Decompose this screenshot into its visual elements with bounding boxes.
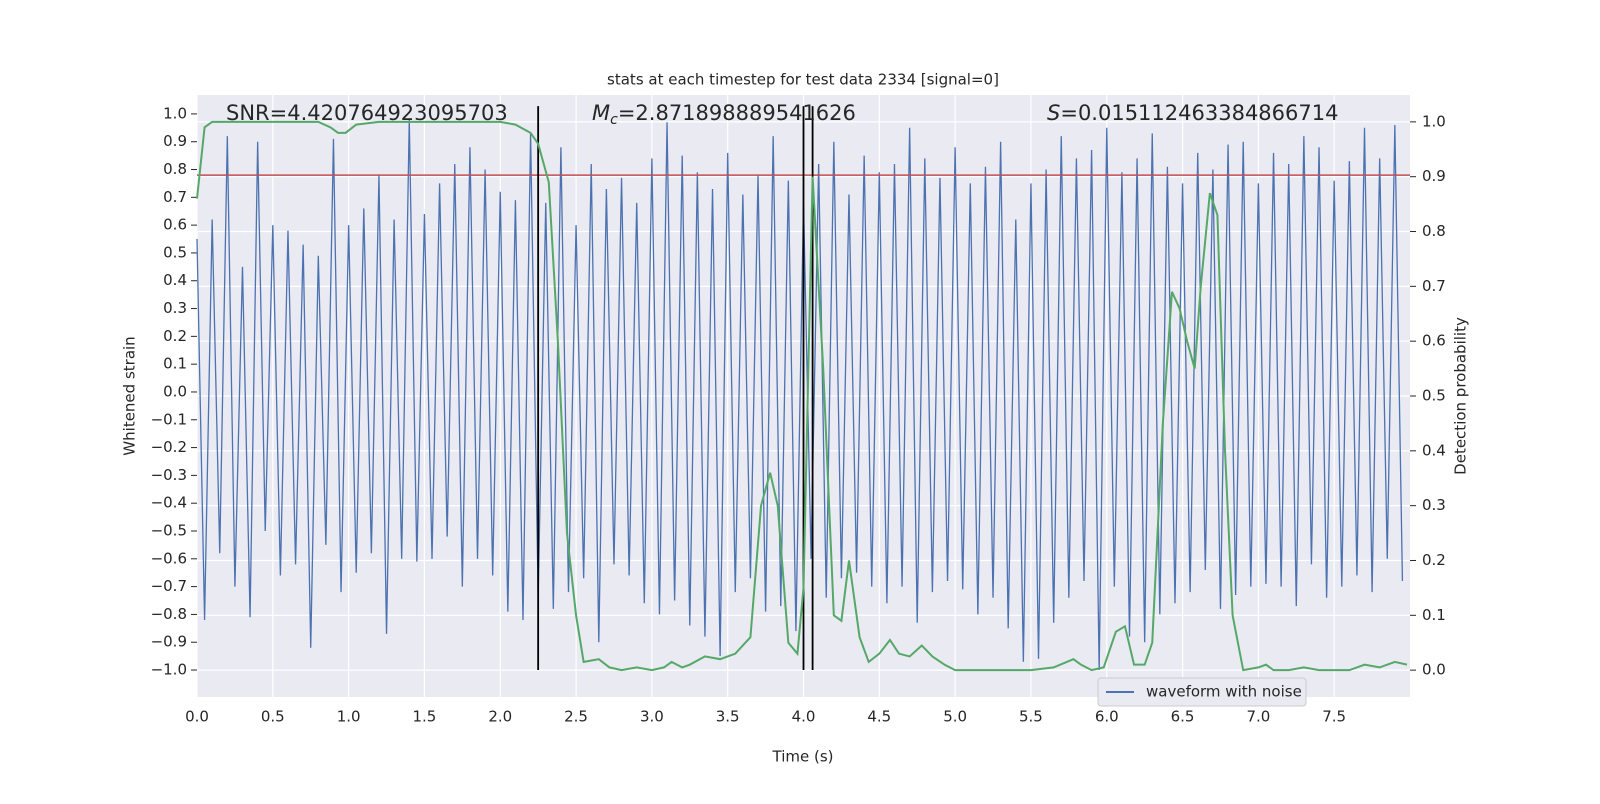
y2-tick-label: 0.0: [1422, 661, 1446, 679]
y-tick-label: 0.1: [163, 355, 187, 373]
x-tick-label: 5.5: [1019, 708, 1043, 726]
y-tick-label: −0.4: [151, 494, 187, 512]
y2-tick-label: 1.0: [1422, 112, 1446, 130]
y2-tick-label: 0.4: [1422, 441, 1446, 459]
x-tick-label: 0.0: [185, 708, 209, 726]
y2-tick-label: 0.2: [1422, 551, 1446, 569]
y2-tick-label: 0.9: [1422, 167, 1446, 185]
legend-box: [1097, 677, 1307, 707]
y2-tick-label: 0.5: [1422, 387, 1446, 405]
chart-title: stats at each timestep for test data 233…: [607, 71, 999, 89]
y-tick-label: −0.2: [151, 438, 187, 456]
waveform-line: [196, 119, 1404, 671]
y-tick-label: −0.7: [151, 577, 187, 595]
y-tick-label: 0.9: [163, 132, 187, 150]
y-tick-label: 0.2: [163, 327, 187, 345]
x-axis-label: Time (s): [772, 748, 834, 766]
annotation-value: =2.871898889541626: [618, 101, 856, 125]
y-tick-label: −0.6: [151, 549, 187, 567]
x-tick-label: 4.5: [867, 708, 891, 726]
x-tick-label: 5.0: [943, 708, 967, 726]
y-tick-label: 0.4: [163, 271, 187, 289]
y-tick-label: 0.7: [163, 188, 187, 206]
x-tick-label: 1.5: [413, 708, 437, 726]
x-tick-label: 3.5: [716, 708, 740, 726]
annotation-symbol: S: [1047, 101, 1060, 125]
x-tick-label: 6.5: [1171, 708, 1195, 726]
y2-tick-label: 0.6: [1422, 332, 1446, 350]
x-tick-label: 3.0: [640, 708, 664, 726]
y2-tick-label: 0.3: [1422, 496, 1446, 514]
x-tick-label: 7.5: [1322, 708, 1346, 726]
annotation: S=0.015112463384866714: [1047, 101, 1338, 125]
y-tick-label: −0.1: [151, 410, 187, 428]
y2-tick-label: 0.7: [1422, 277, 1446, 295]
x-tick-label: 1.0: [337, 708, 361, 726]
y-tick-label: 0.8: [163, 160, 187, 178]
y-tick-label: 0.5: [163, 243, 187, 261]
x-tick-label: 4.0: [792, 708, 816, 726]
annotation-value: =4.420764923095703: [270, 101, 508, 125]
annotation-symbol: SNR: [226, 101, 270, 125]
annotation-symbol: M: [592, 101, 610, 125]
y-tick-label: −0.3: [151, 466, 187, 484]
y-tick-label: 0.0: [163, 382, 187, 400]
y-tick-label: 0.3: [163, 299, 187, 317]
y-tick-label: −1.0: [151, 661, 187, 679]
legend-label: waveform with noise: [1146, 683, 1302, 701]
y2-tick-label: 0.1: [1422, 606, 1446, 624]
annotation: SNR=4.420764923095703: [226, 101, 508, 125]
x-tick-label: 0.5: [261, 708, 285, 726]
annotation: Mc=2.871898889541626: [592, 101, 856, 128]
probability-line: [196, 120, 1408, 672]
y-tick-label: −0.8: [151, 605, 187, 623]
x-tick-label: 7.0: [1246, 708, 1270, 726]
annotation-value: =0.015112463384866714: [1060, 101, 1338, 125]
y-tick-label: −0.5: [151, 521, 187, 539]
y-tick-label: −0.9: [151, 633, 187, 651]
y2-tick-label: 0.8: [1422, 222, 1446, 240]
y2-axis-label: Detection probability: [1452, 317, 1470, 475]
annotation-subscript: c: [610, 112, 618, 128]
y-axis-label: Whitened strain: [121, 336, 139, 455]
y-tick-label: 0.6: [163, 216, 187, 234]
x-tick-label: 2.0: [488, 708, 512, 726]
y-tick-label: 1.0: [163, 104, 187, 122]
x-tick-label: 2.5: [564, 708, 588, 726]
x-tick-label: 6.0: [1095, 708, 1119, 726]
